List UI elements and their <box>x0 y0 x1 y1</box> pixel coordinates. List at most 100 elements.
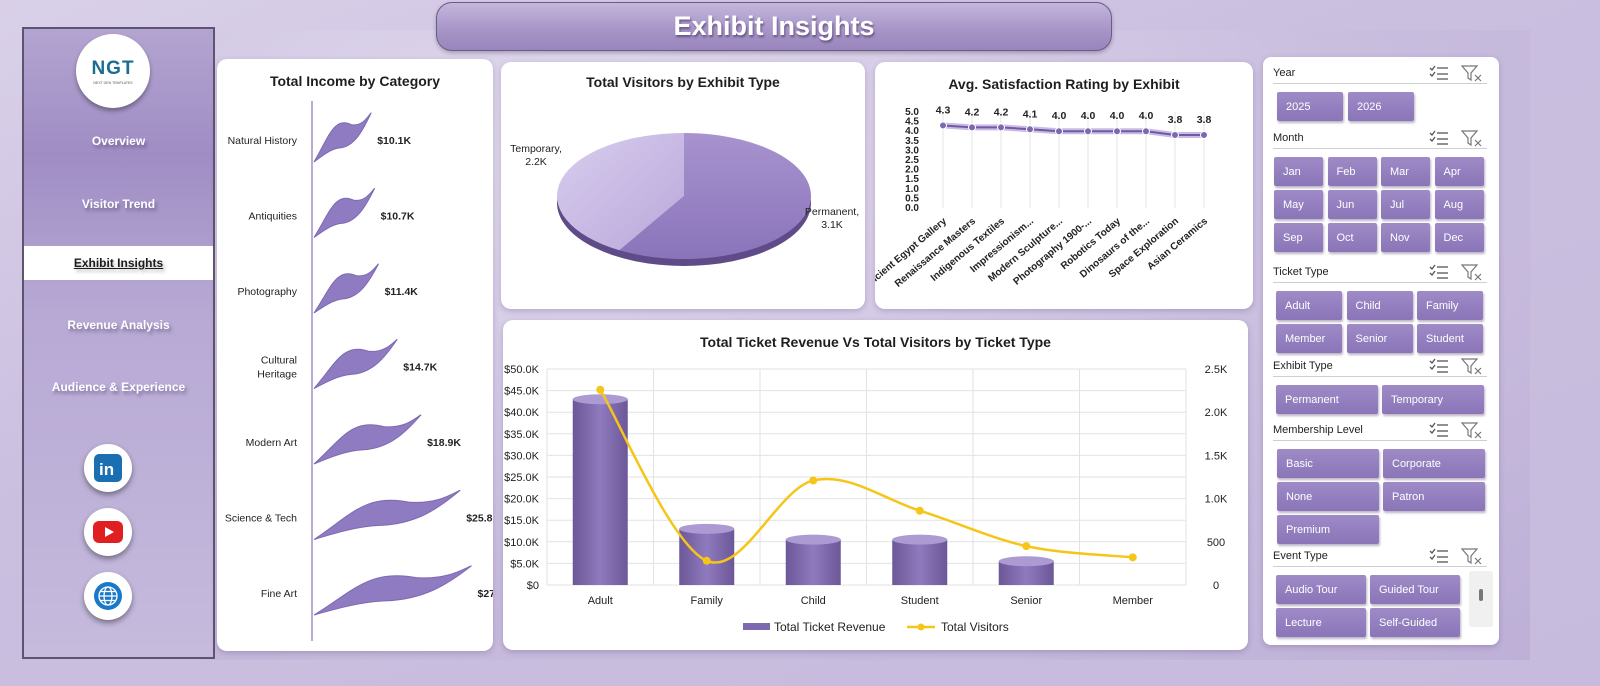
rating-point <box>939 121 947 130</box>
y-tick-label: $35.0K <box>504 429 540 441</box>
nav-audience-experience[interactable]: Audience & Experience <box>51 380 186 394</box>
slicer-label: Membership Level <box>1273 424 1363 436</box>
income-bar <box>313 187 376 238</box>
pie-slice <box>557 133 684 251</box>
slicer-option[interactable]: May <box>1274 190 1323 219</box>
globe-icon[interactable] <box>84 572 132 620</box>
category-label: Adult <box>588 595 613 607</box>
slicer-option[interactable]: Lecture <box>1276 608 1366 637</box>
slicer-option[interactable]: 2025 <box>1277 92 1343 121</box>
slicer-option[interactable]: Member <box>1276 324 1342 353</box>
slicer-option[interactable]: None <box>1277 482 1379 511</box>
slicer-option[interactable]: Senior <box>1346 324 1413 353</box>
income-bar <box>313 489 461 540</box>
slicer-option[interactable]: Oct <box>1327 223 1377 252</box>
y2-tick-label: 1.0K <box>1205 494 1228 506</box>
income-data-label: $11.4K <box>385 286 419 298</box>
slicer-scrollbar[interactable] <box>1469 571 1493 627</box>
slicer-option[interactable]: Jun <box>1327 190 1377 219</box>
slicer-option[interactable]: Feb <box>1327 157 1377 186</box>
revenue-visitors-chart: $50.0K $45.0K $40.0K $35.0K $30.0K $25.0K $20.… <box>504 364 1228 634</box>
page-title: Exhibit Insights <box>673 11 875 41</box>
visitors-point <box>596 385 605 394</box>
nav-visitor-trend[interactable]: Visitor Trend <box>81 197 156 211</box>
scroll-thumb[interactable] <box>1479 589 1483 601</box>
clear-filter-icon[interactable] <box>1460 422 1483 443</box>
slicer-option[interactable]: Student <box>1417 324 1483 353</box>
revenue-bar-top <box>892 534 948 545</box>
rating-point <box>968 123 976 132</box>
satisfaction-rating-card: Avg. Satisfaction Rating by Exhibit 5.0 4… <box>875 62 1253 309</box>
category-label: Science & Tech <box>225 513 297 525</box>
y2-tick-label: 0 <box>1213 580 1219 592</box>
linkedin-icon[interactable]: in <box>84 444 132 492</box>
slicer-option[interactable]: Guided Tour <box>1370 575 1460 604</box>
slicer-header: Ticket Type <box>1273 263 1487 283</box>
multi-select-icon[interactable] <box>1429 130 1449 149</box>
y-tick-label: $40.0K <box>504 407 540 419</box>
slicer-option[interactable]: 2026 <box>1348 92 1414 121</box>
slicer-option[interactable]: Corporate <box>1383 449 1485 478</box>
nav-exhibit-insights[interactable]: Exhibit Insights <box>24 246 213 280</box>
slicer-option[interactable]: Nov <box>1381 223 1430 252</box>
multi-select-icon[interactable] <box>1429 264 1449 283</box>
slicer-option[interactable]: Mar <box>1381 157 1430 186</box>
slicer-option[interactable]: Basic <box>1277 449 1379 478</box>
revenue-bar-top <box>679 523 735 534</box>
clear-filter-icon[interactable] <box>1460 65 1483 86</box>
category-label: Child <box>801 595 826 607</box>
logo-text: NGT <box>91 57 135 79</box>
youtube-icon[interactable] <box>84 508 132 556</box>
y-tick-label: 1.0 <box>905 184 919 195</box>
slicer-option[interactable]: Child <box>1346 291 1413 320</box>
slicer-option[interactable]: Temporary <box>1382 385 1484 414</box>
clear-filter-icon[interactable] <box>1460 264 1483 285</box>
pie-data-label: 2.2K <box>525 156 547 168</box>
income-data-label: $25.8K <box>466 513 493 525</box>
nav-overview[interactable]: Overview <box>91 134 146 148</box>
slicer-option[interactable]: Premium <box>1277 515 1379 544</box>
category-label: Cultural <box>261 355 297 367</box>
slicer-option[interactable]: Dec <box>1434 223 1484 252</box>
revenue-bar <box>572 399 628 585</box>
multi-select-icon[interactable] <box>1429 548 1449 567</box>
slicer-option[interactable]: Apr <box>1434 157 1484 186</box>
multi-select-icon[interactable] <box>1429 422 1449 441</box>
slicer-option[interactable]: Adult <box>1276 291 1342 320</box>
income-bar <box>313 338 398 389</box>
slicer-header: Exhibit Type <box>1273 357 1487 377</box>
y-tick-label: $20.0K <box>504 494 540 506</box>
multi-select-icon[interactable] <box>1429 65 1449 84</box>
revenue-bar <box>998 561 1054 585</box>
chart-title: Total Visitors by Exhibit Type <box>586 74 780 90</box>
slicer-option[interactable]: Jan <box>1274 157 1323 186</box>
category-label: Heritage <box>257 369 297 381</box>
slicer-option[interactable]: Jul <box>1381 190 1430 219</box>
legend-swatch-revenue <box>743 623 770 630</box>
slicer-option[interactable]: Permanent <box>1276 385 1378 414</box>
slicer-option[interactable]: Audio Tour <box>1276 575 1366 604</box>
nav-revenue-analysis[interactable]: Revenue Analysis <box>67 318 170 332</box>
slicer-option[interactable]: Sep <box>1274 223 1323 252</box>
y-tick-label: $5.0K <box>510 558 539 570</box>
company-logo: NGT NEXT GEN TEMPLATES <box>76 34 150 108</box>
rating-data-label: 4.0 <box>1139 110 1154 122</box>
logo-subtext: NEXT GEN TEMPLATES <box>93 80 133 85</box>
rating-point <box>1026 125 1034 134</box>
clear-filter-icon[interactable] <box>1460 548 1483 569</box>
clear-filter-icon[interactable] <box>1460 358 1483 379</box>
income-data-label: $10.7K <box>381 211 415 223</box>
slicer-option[interactable]: Family <box>1417 291 1483 320</box>
income-data-label: $14.7K <box>403 362 437 374</box>
multi-select-icon[interactable] <box>1429 358 1449 377</box>
y-tick-label: 0.5 <box>905 193 919 204</box>
y2-tick-label: 1.5K <box>1205 450 1228 462</box>
slicer-option[interactable]: Self-Guided <box>1370 608 1460 637</box>
legend-label-revenue: Total Ticket Revenue <box>774 620 886 634</box>
y-tick-label: $10.0K <box>504 537 540 549</box>
slicer-option[interactable]: Aug <box>1434 190 1484 219</box>
slicer-option[interactable]: Patron <box>1383 482 1485 511</box>
slicer-header: Event Type <box>1273 547 1487 567</box>
rating-point <box>997 123 1005 132</box>
clear-filter-icon[interactable] <box>1460 130 1483 151</box>
